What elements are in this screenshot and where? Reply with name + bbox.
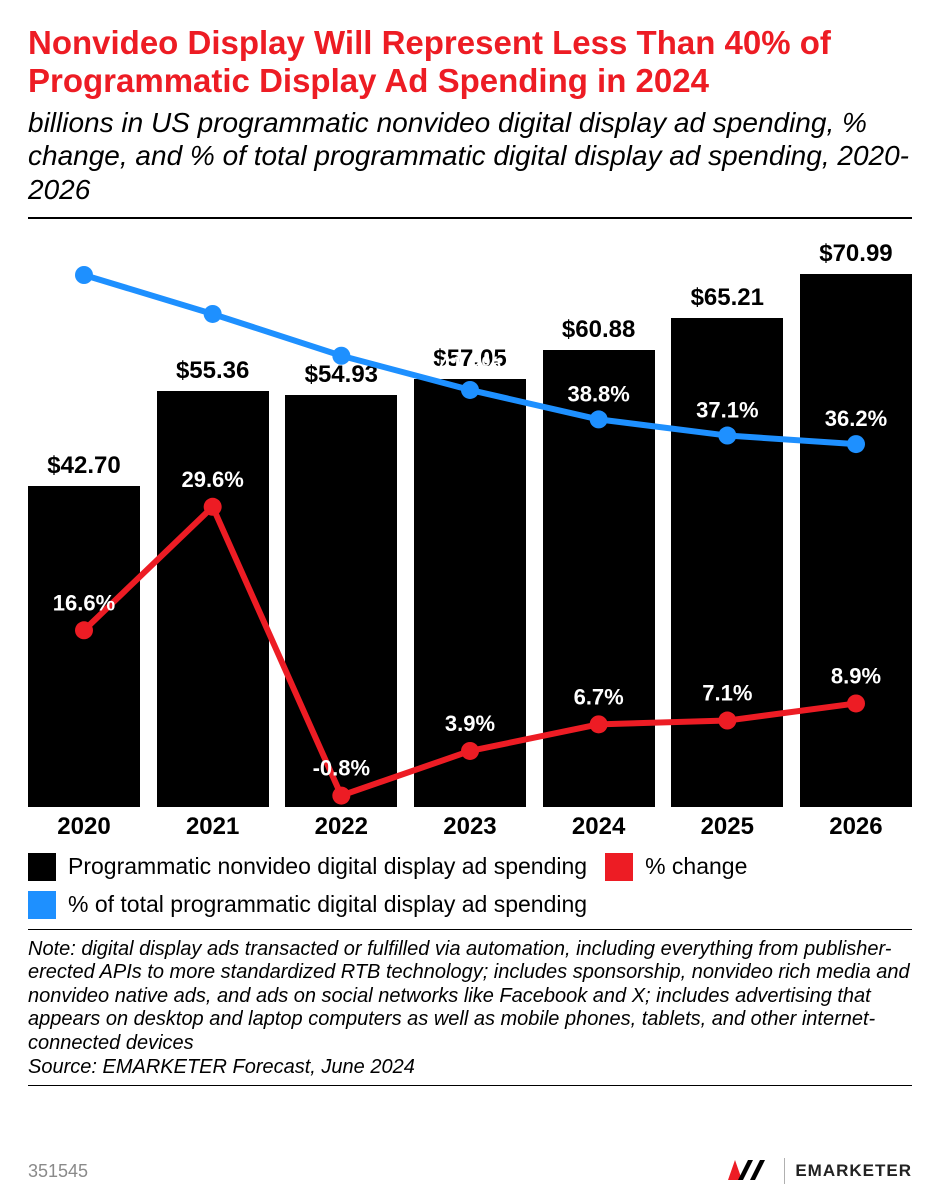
footer: 351545 EMARKETER (28, 1158, 912, 1184)
bar-column: $57.05 (414, 345, 526, 807)
bar (671, 318, 783, 807)
chart-id: 351545 (28, 1161, 88, 1182)
bars-container: $42.70 $55.36 $54.93 $57.05 $60.88 $65.21 $70.… (28, 237, 912, 807)
x-axis-labels: 2020 2021 2022 2023 2024 2025 2026 (28, 813, 912, 841)
bar-column: $65.21 (671, 284, 783, 807)
chart-subtitle: billions in US programmatic nonvideo dig… (28, 106, 912, 207)
legend-label: % change (645, 853, 747, 880)
bar-value-label: $70.99 (819, 240, 892, 268)
brand-name: EMARKETER (795, 1161, 912, 1181)
brand-icon (728, 1158, 774, 1184)
legend-label: Programmatic nonvideo digital display ad… (68, 853, 587, 880)
divider-bottom (28, 1085, 912, 1086)
divider-top (28, 217, 912, 219)
bar-column: $54.93 (285, 361, 397, 807)
bar-value-label: $60.88 (562, 316, 635, 344)
legend-swatch (28, 853, 56, 881)
brand-logo: EMARKETER (728, 1158, 912, 1184)
bar (800, 274, 912, 806)
bar-column: $70.99 (800, 240, 912, 806)
bar (285, 395, 397, 807)
bar-column: $60.88 (543, 316, 655, 807)
bar-column: $55.36 (157, 357, 269, 806)
x-axis-label: 2021 (157, 813, 269, 841)
divider-legend (28, 929, 912, 930)
bar-column: $42.70 (28, 452, 140, 806)
x-axis-label: 2026 (800, 813, 912, 841)
legend-swatch (605, 853, 633, 881)
chart-area: $42.70 $55.36 $54.93 $57.05 $60.88 $65.21 $70.… (28, 237, 912, 807)
x-axis-label: 2024 (543, 813, 655, 841)
legend-item-change: % change (605, 853, 747, 881)
x-axis-label: 2020 (28, 813, 140, 841)
chart-source: Source: EMARKETER Forecast, June 2024 (28, 1056, 912, 1080)
x-axis-label: 2025 (671, 813, 783, 841)
legend-item-total: % of total programmatic digital display … (28, 891, 587, 919)
bar (414, 379, 526, 807)
legend-swatch (28, 891, 56, 919)
chart-note: Note: digital display ads transacted or … (28, 938, 912, 1056)
bar (543, 350, 655, 807)
legend-item-bars: Programmatic nonvideo digital display ad… (28, 853, 587, 881)
chart-title: Nonvideo Display Will Represent Less Tha… (28, 24, 912, 100)
legend: Programmatic nonvideo digital display ad… (28, 853, 912, 919)
bar-value-label: $65.21 (691, 284, 764, 312)
bar (28, 486, 140, 806)
x-axis-label: 2023 (414, 813, 526, 841)
bar-value-label: $57.05 (433, 345, 506, 373)
bar-value-label: $42.70 (47, 452, 120, 480)
bar (157, 391, 269, 806)
bar-value-label: $54.93 (305, 361, 378, 389)
bar-value-label: $55.36 (176, 357, 249, 385)
legend-label: % of total programmatic digital display … (68, 891, 587, 918)
x-axis-label: 2022 (285, 813, 397, 841)
brand-separator (784, 1158, 785, 1184)
